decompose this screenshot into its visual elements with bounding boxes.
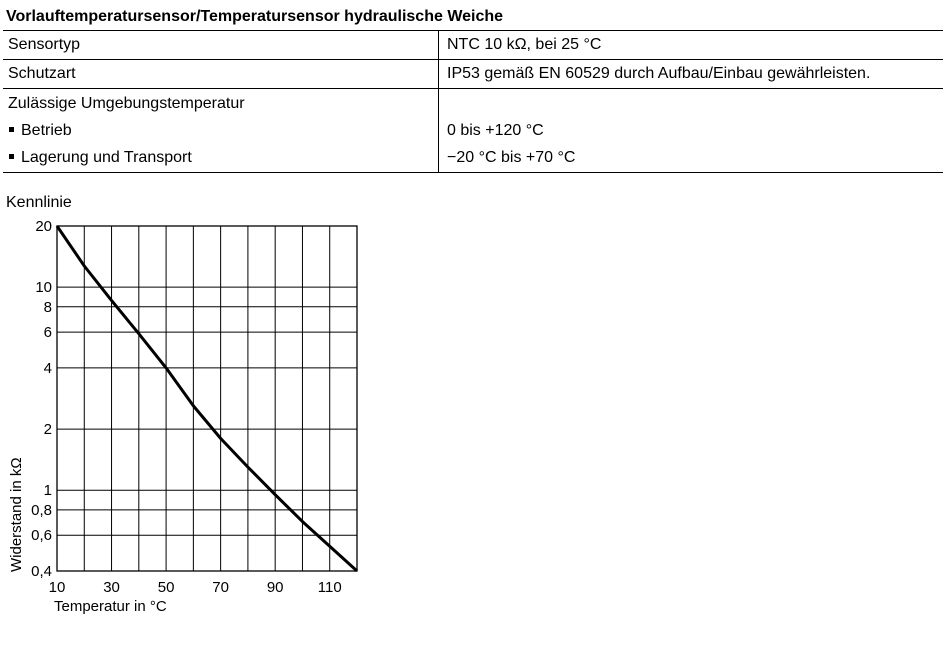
row-value-sensortyp: NTC 10 kΩ, bei 25 °C bbox=[438, 30, 943, 60]
spec-table: Sensortyp NTC 10 kΩ, bei 25 °C Schutzart… bbox=[3, 30, 943, 173]
y-axis-label: Widerstand in kΩ bbox=[8, 457, 25, 572]
chart-heading: Kennlinie bbox=[6, 194, 72, 211]
x-tick-label: 90 bbox=[267, 579, 284, 596]
x-tick-label: 30 bbox=[103, 579, 120, 596]
table-row: Lagerung und Transport −20 °C bis +70 °C bbox=[3, 144, 943, 173]
table-row: Schutzart IP53 gemäß EN 60529 durch Aufb… bbox=[3, 59, 943, 89]
y-tick-label: 0,8 bbox=[31, 502, 52, 519]
series-line bbox=[55, 225, 359, 573]
y-tick-label: 6 bbox=[44, 324, 52, 341]
y-tick-label: 8 bbox=[44, 299, 52, 316]
y-tick-label: 4 bbox=[44, 360, 52, 377]
x-tick-label: 50 bbox=[158, 579, 175, 596]
x-tick-label: 70 bbox=[212, 579, 229, 596]
row-label-umgebungstemperatur: Zulässige Umgebungstemperatur bbox=[8, 95, 245, 112]
y-tick-label: 20 bbox=[35, 218, 52, 235]
page-title: Vorlauftemperatursensor/Temperatursensor… bbox=[6, 8, 504, 25]
row-value-schutzart: IP53 gemäß EN 60529 durch Aufbau/Einbau … bbox=[438, 59, 943, 89]
row-label-schutzart: Schutzart bbox=[3, 59, 439, 89]
row-value-lagerung: −20 °C bis +70 °C bbox=[438, 144, 943, 173]
y-tick-label: 10 bbox=[35, 279, 52, 296]
y-tick-label: 0,6 bbox=[31, 527, 52, 544]
row-label-betrieb-text: Betrieb bbox=[21, 121, 72, 139]
y-tick-label: 0,4 bbox=[31, 563, 52, 580]
x-tick-label: 110 bbox=[318, 579, 342, 596]
y-tick-label: 2 bbox=[44, 421, 52, 438]
row-label-sensortyp: Sensortyp bbox=[3, 30, 439, 60]
row-value-betrieb: 0 bis +120 °C bbox=[438, 117, 943, 144]
y-tick-label: 1 bbox=[44, 482, 52, 499]
plot-frame bbox=[56, 225, 358, 572]
table-row: Betrieb 0 bis +120 °C bbox=[3, 117, 943, 144]
chart-grid bbox=[56, 225, 358, 572]
row-value-umgebungstemperatur bbox=[438, 88, 943, 117]
row-label-lagerung: Lagerung und Transport bbox=[3, 144, 439, 173]
row-label-lagerung-text: Lagerung und Transport bbox=[21, 149, 192, 166]
bullet-icon bbox=[9, 154, 14, 160]
row-label-betrieb: Betrieb bbox=[3, 117, 439, 144]
x-axis-label: Temperatur in °C bbox=[54, 598, 167, 615]
table-row: Sensortyp NTC 10 kΩ, bei 25 °C bbox=[3, 30, 943, 60]
bullet-icon bbox=[9, 126, 14, 132]
chart-marks bbox=[55, 225, 359, 573]
table-row: Zulässige Umgebungstemperatur bbox=[3, 88, 943, 117]
x-tick-label: 10 bbox=[49, 579, 66, 596]
